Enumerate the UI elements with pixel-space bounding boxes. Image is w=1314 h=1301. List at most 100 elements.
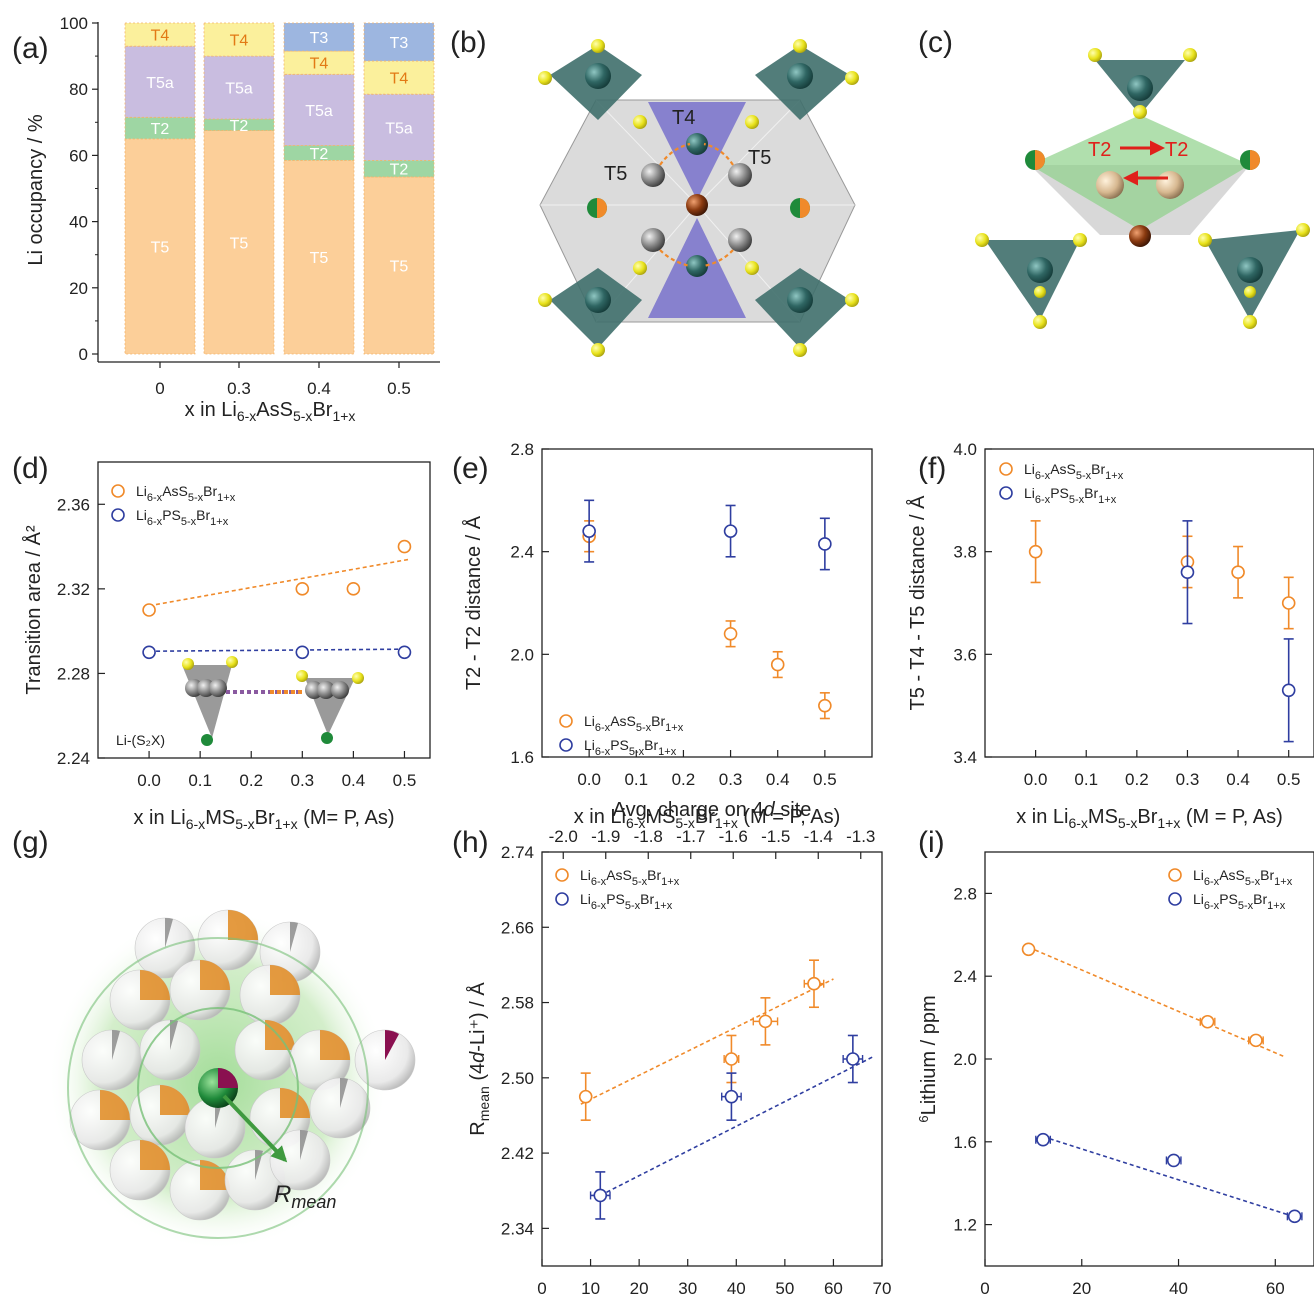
data-point [758, 1014, 773, 1029]
y-tick-label: 3.6 [953, 645, 977, 664]
y-tick-label: 20 [69, 279, 88, 298]
y-tick-label: 2.24 [57, 749, 90, 768]
data-point [1036, 1132, 1050, 1147]
x-tick-label: 30 [678, 1279, 697, 1298]
panel-d: (d) 2.24 2.28 2.32 2.36 0.0 0.1 0.2 0.3 0.4 0.5 Li6… [12, 452, 431, 832]
x-axis-label: x in Li6-xMS5-xBr1+x (M = P, As) [574, 806, 841, 831]
sphere-br-fraction [320, 1030, 350, 1060]
panel-c-letter: (c) [918, 26, 953, 59]
teal-central-atoms [585, 63, 813, 313]
x-tick-label: 0 [537, 1279, 546, 1298]
label-t2-left: T2 [1088, 139, 1111, 161]
y-tick-label: 2.8 [953, 884, 977, 903]
legend-label: Li6-xAsS5-xBr1+x [136, 483, 236, 504]
legend-label: Li6-xAsS5-xBr1+x [584, 713, 684, 734]
x-tick-label: 60 [824, 1279, 843, 1298]
top-tick-label: -1.5 [761, 827, 790, 846]
y-tick-label: 2.50 [501, 1069, 534, 1088]
legend-label: Li6-xPS5-xBr1+x [1024, 485, 1117, 506]
plot-frame [541, 448, 873, 758]
y-axis-label: Rmean (4d-Li⁺) / Å [466, 982, 492, 1136]
x-tick-label: 0.2 [672, 770, 696, 789]
sphere-br-fraction [265, 1020, 295, 1050]
x-tick-label: 0 [980, 1279, 989, 1298]
label-rmean: R [274, 1181, 291, 1208]
bar-segment-t5 [124, 138, 196, 355]
y-axis-label: Li occupancy / % [25, 114, 47, 265]
y-tick-label: 2.28 [57, 664, 90, 683]
x-tick-label: 0.2 [1125, 770, 1149, 789]
bar-segment-t3 [363, 22, 435, 62]
label-t5-left: T5 [604, 163, 627, 185]
x-axis-label: x in Li6-xAsS5-xBr1+x [185, 399, 356, 424]
data-point [1281, 683, 1296, 698]
fit-line [599, 1056, 873, 1197]
bar-label-t2: T2 [310, 146, 329, 163]
series-p [589, 1034, 873, 1220]
data-point [346, 582, 361, 596]
y-tick-label: 1.6 [510, 748, 534, 767]
inset-x-atom [201, 734, 213, 746]
x-tick-label: 40 [1169, 1279, 1188, 1298]
plot-frame [984, 851, 1314, 1267]
plot-frame [984, 448, 1314, 758]
y-tick-label: 2.4 [510, 543, 534, 562]
y-axis-label: T2 - T2 distance / Å [462, 515, 485, 690]
data-point [818, 537, 832, 551]
bar-segment-t5 [363, 176, 435, 355]
y-tick-label: 2.0 [953, 1050, 977, 1069]
legend-label: Li6-xPS5-xBr1+x [584, 737, 677, 758]
y-axis-label: 6Lithium / ppm [916, 995, 940, 1122]
inset-s-atom [226, 656, 238, 668]
x-tick-label: 0.5 [813, 770, 837, 789]
legend-label: Li6-xPS5-xBr1+x [136, 507, 229, 528]
bar-segment-t5a [363, 93, 435, 161]
inset-s-atom [352, 672, 364, 684]
y-axis-label: Transition area / Å² [22, 525, 45, 695]
side-mixed-atoms [587, 198, 810, 218]
top-tick-label: -1.9 [591, 827, 620, 846]
y-axis-label: T5 - T4 - T5 distance / Å [906, 495, 929, 711]
data-point [1021, 942, 1036, 957]
y-tick-label: 1.6 [953, 1133, 977, 1152]
data-point [724, 1089, 739, 1104]
data-point [724, 1052, 739, 1066]
sphere-other-fraction [385, 1030, 399, 1060]
data-point [142, 603, 156, 617]
y-tick-label: 100 [60, 14, 88, 33]
bar-label-t2: T2 [230, 118, 249, 135]
x-tick-label: 20 [1072, 1279, 1091, 1298]
inset-li-atom [209, 679, 227, 697]
data-point [723, 626, 738, 641]
panel-e: (e) 1.6 2.0 2.4 2.8 0.0 0.1 0.2 0.3 0.4 0.5 Li6-xAs… [452, 440, 873, 831]
series-as [142, 539, 412, 617]
bar-segment-t4 [363, 60, 435, 95]
bar-label-t5: T5 [310, 250, 329, 267]
x-tick-label: 50 [775, 1279, 794, 1298]
panel-i: (i) 1.2 1.6 2.0 2.4 2.8 0 20 40 60 Li6-xAsS5-xBr1+… [916, 826, 1314, 1298]
bar-label-t4: T4 [230, 33, 249, 50]
data-point [397, 539, 412, 554]
bar-segment-t5 [283, 159, 355, 355]
bar-label-t5a: T5a [146, 75, 174, 92]
sphere-s-fraction [112, 1029, 120, 1060]
legend-marker [1168, 868, 1182, 882]
x-tick-label: 0.0 [577, 770, 601, 789]
plot-frame [541, 851, 883, 1267]
bar-segment-t5 [203, 130, 275, 355]
x-tick-label: 20 [630, 1279, 649, 1298]
bar-segment-t2 [124, 116, 196, 140]
x-tick-label: 40 [727, 1279, 746, 1298]
panel-d-letter: (d) [12, 452, 49, 485]
data-point [593, 1188, 608, 1203]
panel-g-illustration: (g) Rmean [12, 826, 416, 1250]
label-t4: T4 [672, 107, 695, 129]
fit-line [148, 558, 410, 607]
t2-plane [1030, 115, 1250, 230]
bar-segment-t2 [203, 118, 275, 131]
bar-label-t4: T4 [390, 71, 409, 88]
top-axis-label: Avg. charge on 4d site [613, 799, 812, 821]
inset-s-atom [296, 670, 308, 682]
data-point [1166, 1153, 1181, 1168]
